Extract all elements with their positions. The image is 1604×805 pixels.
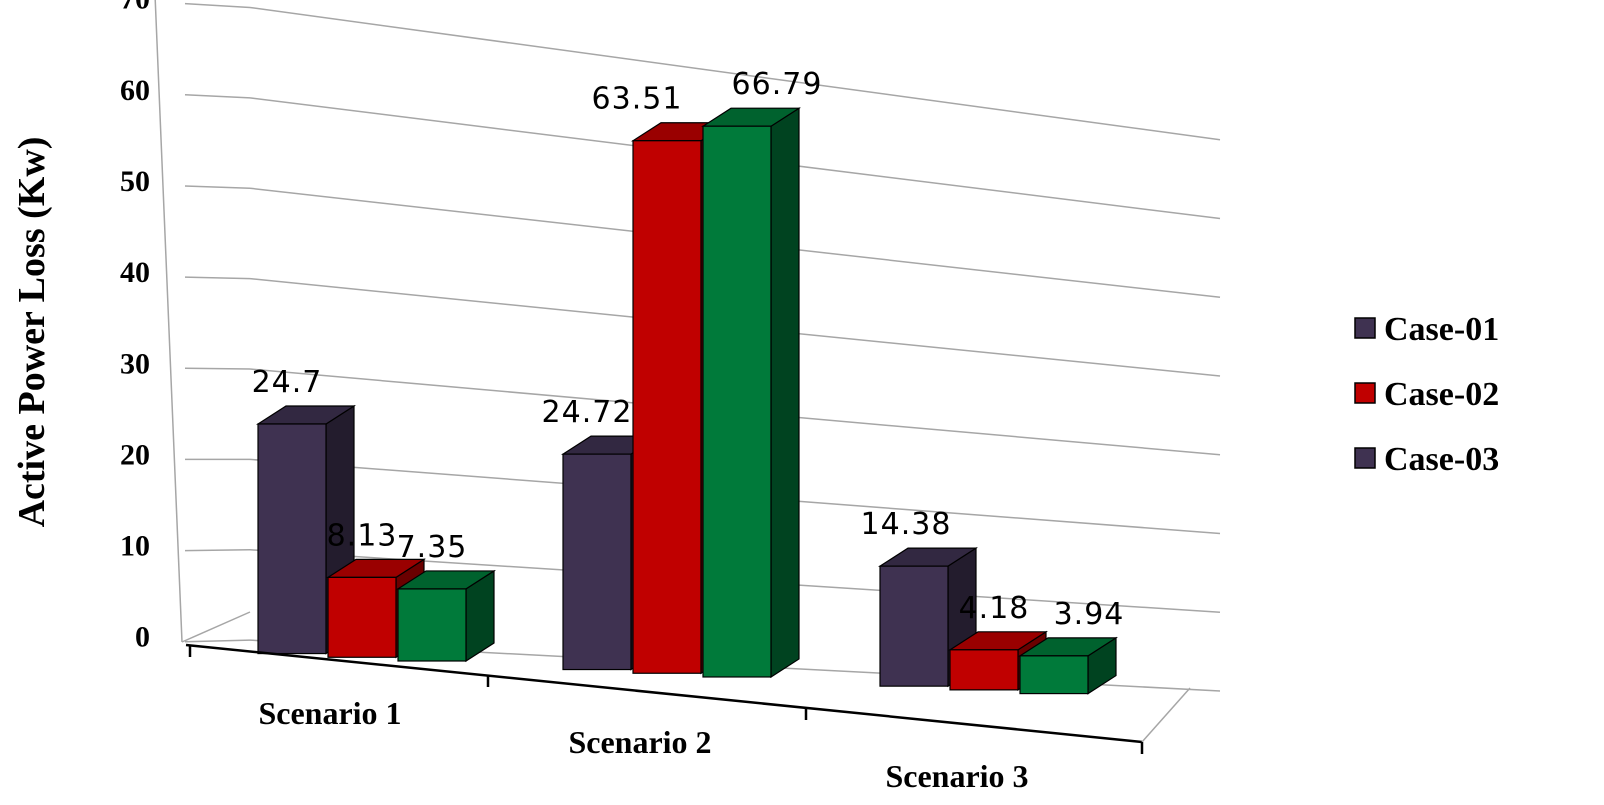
y-tick-label: 70 — [120, 0, 150, 16]
data-label: 63.51 — [592, 82, 683, 117]
x-axis-line — [185, 643, 1143, 744]
data-label: 24.72 — [542, 395, 633, 430]
x-tick-label: Scenario 3 — [885, 758, 1028, 794]
y-tick-label: 50 — [120, 165, 150, 198]
grid-line — [249, 6, 1221, 141]
bar — [700, 107, 802, 679]
bar-front — [949, 649, 1019, 691]
y-tick-label: 30 — [120, 347, 150, 380]
y-axis-ticks: 0 10 20 30 40 50 60 70 — [120, 0, 150, 654]
bar-side — [770, 107, 800, 679]
legend-swatch — [1354, 317, 1376, 339]
data-label: 14.38 — [861, 507, 952, 542]
grid-line-side — [184, 549, 251, 552]
bar-front — [632, 140, 702, 674]
legend-swatch — [1354, 447, 1376, 469]
grid-line-side — [184, 2, 251, 9]
floor-edge — [181, 611, 251, 643]
bar-front — [1019, 655, 1089, 695]
bar — [395, 569, 497, 663]
bar-front — [327, 576, 397, 658]
grid-line-side — [184, 276, 251, 280]
y-tick-label: 20 — [120, 438, 150, 471]
legend-label: Case-01 — [1384, 311, 1499, 348]
y-axis-label: Active Power Loss (Kw) — [11, 137, 53, 528]
data-label: 3.94 — [1054, 597, 1125, 632]
data-label: 8.13 — [327, 518, 398, 553]
legend-item: Case-01 — [1354, 311, 1499, 348]
bar-front — [257, 423, 327, 655]
x-tick-label: Scenario 2 — [568, 724, 711, 760]
y-tick-label: 10 — [120, 530, 150, 563]
y-tick-label: 60 — [120, 74, 150, 107]
legend-label: Case-02 — [1384, 376, 1499, 413]
data-label: 66.79 — [732, 67, 823, 102]
bar-front — [562, 453, 632, 671]
grid-line-side — [184, 94, 251, 99]
grid-line-side — [184, 639, 251, 643]
legend-swatch — [1354, 382, 1376, 404]
x-axis: Scenario 1 Scenario 2 Scenario 3 — [181, 611, 1191, 794]
grid-line-side — [184, 367, 251, 370]
data-label: 24.7 — [252, 365, 323, 400]
x-tick-label: Scenario 1 — [258, 695, 401, 731]
data-label: 4.18 — [959, 591, 1030, 626]
legend-item: Case-03 — [1354, 441, 1499, 478]
bar — [1017, 636, 1119, 695]
legend-item: Case-02 — [1354, 376, 1499, 413]
data-label: 7.35 — [397, 530, 468, 565]
y-tick-label: 0 — [135, 621, 150, 654]
chart-legend: Case-01 Case-02 Case-03 — [1354, 311, 1499, 478]
chart-bars: 24.7 8.13 7.35 24.72 63.51 66.79 14.38 4.18 3.94 — [252, 67, 1125, 695]
y-axis-line — [154, 0, 183, 643]
bar-front — [879, 565, 949, 687]
y-tick-label: 40 — [120, 256, 150, 289]
legend-label: Case-03 — [1384, 441, 1499, 478]
bar-front — [702, 125, 772, 678]
floor-edge — [1141, 687, 1191, 743]
grid-line-side — [184, 185, 251, 189]
bar-front — [397, 588, 467, 662]
